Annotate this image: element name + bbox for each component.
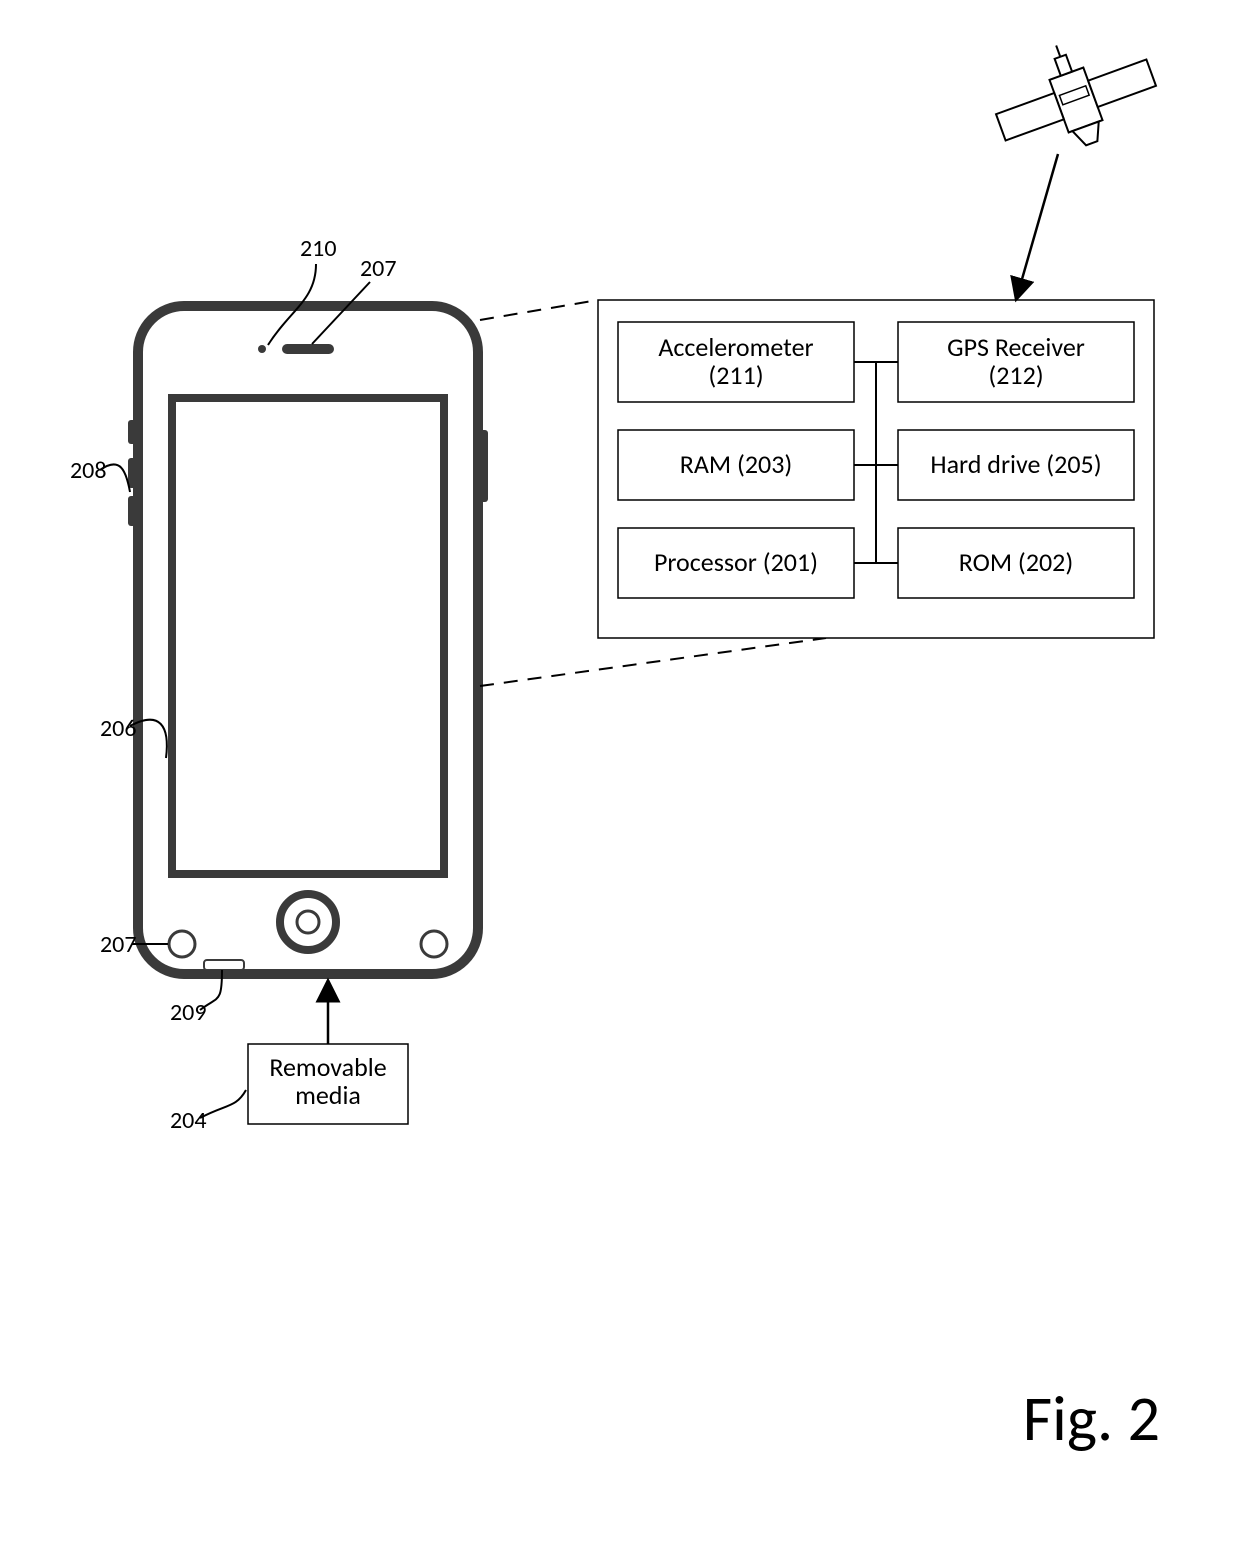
svg-text:Processor (201): Processor (201): [654, 546, 818, 578]
svg-text:(211): (211): [708, 359, 763, 391]
svg-text:(212): (212): [988, 359, 1043, 391]
zoom-line: [480, 638, 826, 686]
ref-207: 207: [360, 254, 397, 283]
phone-bottom-port: [204, 960, 244, 970]
ref-204: 204: [170, 1106, 207, 1135]
phone-speaker: [282, 344, 334, 354]
ref-209: 209: [170, 998, 207, 1027]
phone-home-button: [280, 894, 336, 950]
svg-text:RAM (203): RAM (203): [680, 448, 793, 480]
satellite-arrow: [1016, 154, 1058, 300]
figure-label: Fig. 2: [1023, 1380, 1160, 1458]
ref-207: 207: [100, 930, 137, 959]
svg-text:media: media: [295, 1079, 361, 1111]
ref-lead-204: [200, 1090, 246, 1118]
satellite-icon: [981, 18, 1167, 170]
phone-screen: [172, 398, 444, 874]
ref-206: 206: [100, 714, 137, 743]
phone-camera-dot: [258, 345, 266, 353]
zoom-line: [480, 300, 598, 320]
ref-210: 210: [300, 234, 337, 263]
svg-text:ROM (202): ROM (202): [959, 546, 1074, 578]
diagram-canvas: Accelerometer(211)GPS Receiver(212)RAM (…: [0, 0, 1240, 1568]
svg-text:Hard drive (205): Hard drive (205): [930, 448, 1101, 480]
